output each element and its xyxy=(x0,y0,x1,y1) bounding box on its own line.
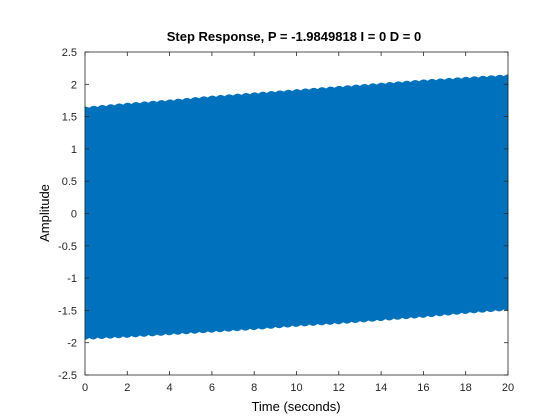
y-tick-label: -0.5 xyxy=(58,241,77,253)
x-tick-label: 18 xyxy=(460,382,472,394)
response-oscillation-band xyxy=(84,74,509,340)
x-axis-ticks: 0 2 4 6 8 10 12 14 16 18 20 xyxy=(82,52,514,394)
y-axis-label: Amplitude xyxy=(37,184,52,242)
x-tick-label: 14 xyxy=(375,382,387,394)
y-tick-label: 1.5 xyxy=(62,112,77,124)
x-tick-label: 12 xyxy=(333,382,345,394)
y-tick-label: -1 xyxy=(67,273,77,285)
x-tick-label: 4 xyxy=(167,382,173,394)
x-tick-label: 20 xyxy=(502,382,514,394)
data-layer xyxy=(84,74,509,340)
y-tick-label: -2 xyxy=(67,338,77,350)
x-tick-label: 16 xyxy=(417,382,429,394)
y-tick-label: -2.5 xyxy=(58,370,77,382)
x-axis-label: Time (seconds) xyxy=(251,399,340,414)
x-tick-label: 2 xyxy=(124,382,130,394)
chart-title: Step Response, P = -1.9849818 I = 0 D = … xyxy=(167,29,421,44)
x-tick-label: 10 xyxy=(290,382,302,394)
x-tick-label: 8 xyxy=(251,382,257,394)
y-tick-label: 2 xyxy=(71,79,77,91)
y-tick-label: 1 xyxy=(71,144,77,156)
x-tick-label: 6 xyxy=(209,382,215,394)
y-axis-ticks: 2.5 2 1.5 1 0.5 0 -0.5 -1 -1.5 -2 -2.5 xyxy=(58,47,508,382)
y-tick-label: 0 xyxy=(71,209,77,221)
y-tick-label: 2.5 xyxy=(62,47,77,59)
y-tick-label: -1.5 xyxy=(58,305,77,317)
x-tick-label: 0 xyxy=(82,382,88,394)
y-tick-label: 0.5 xyxy=(62,176,77,188)
